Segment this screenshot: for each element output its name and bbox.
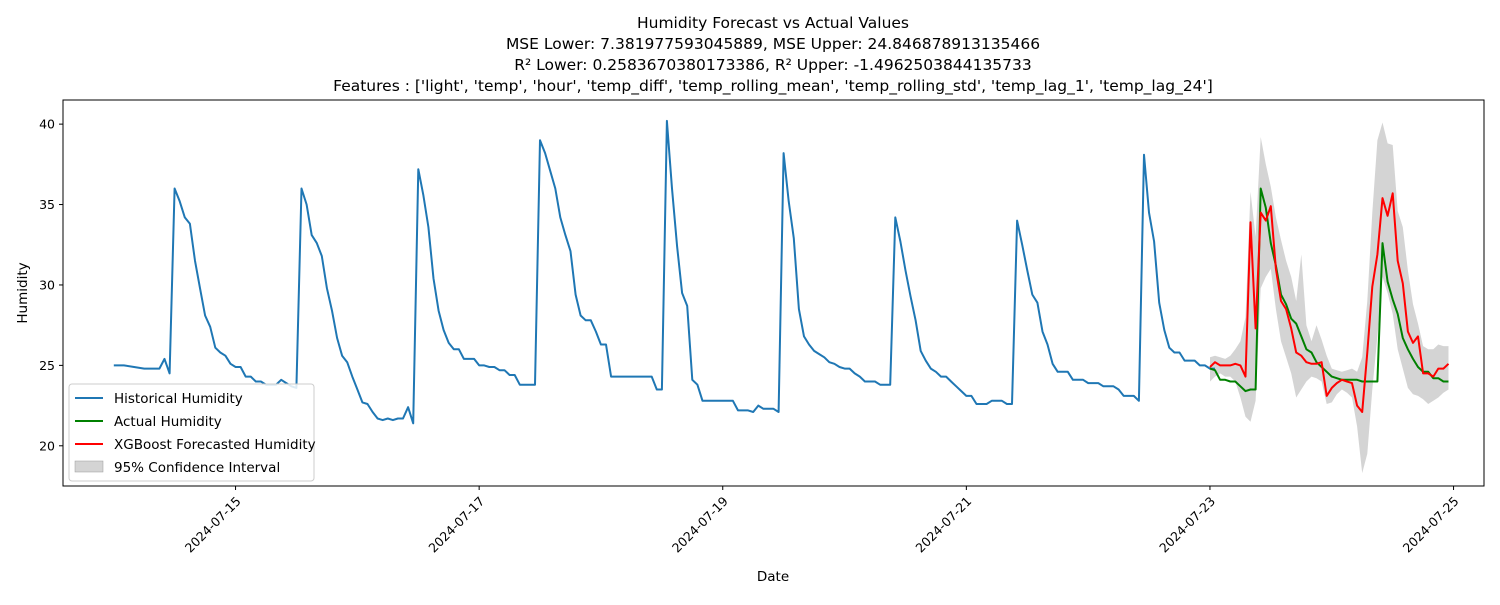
historical-humidity-line [113, 119, 1215, 425]
legend-label-forecast: XGBoost Forecasted Humidity [114, 437, 316, 453]
legend-label-actual: Actual Humidity [114, 414, 222, 430]
x-tick-label: 2024-07-23 [1156, 494, 1218, 556]
y-tick-label: 25 [39, 358, 55, 373]
y-tick-label: 30 [39, 277, 55, 292]
title-line-4: Features : ['light', 'temp', 'hour', 'te… [333, 77, 1213, 96]
y-tick-label: 40 [39, 117, 55, 132]
confidence-interval-band [1210, 122, 1449, 474]
legend: Historical Humidity Actual Humidity XGBo… [68, 383, 316, 482]
legend-label-confidence-interval: 95% Confidence Interval [114, 460, 280, 476]
x-tick-label: 2024-07-17 [425, 494, 487, 556]
plot-frame [62, 99, 1485, 487]
x-axis-ticks: 2024-07-15 2024-07-17 2024-07-19 2024-07-21… [182, 486, 1462, 555]
actual-humidity-line [1209, 187, 1449, 393]
x-tick-label: 2024-07-19 [669, 493, 731, 555]
legend-box [68, 383, 315, 482]
title-line-2: MSE Lower: 7.381977593045889, MSE Upper:… [506, 35, 1040, 53]
x-axis-label: Date [757, 569, 789, 585]
forecast-humidity-line [1209, 192, 1450, 413]
y-axis-label: Humidity [15, 262, 31, 323]
confidence-interval-layer [1210, 122, 1449, 474]
x-tick-label: 2024-07-25 [1400, 494, 1462, 556]
x-tick-label: 2024-07-21 [912, 494, 974, 556]
legend-label-historical: Historical Humidity [114, 391, 243, 407]
y-tick-label: 35 [39, 197, 55, 212]
chart-title: Humidity Forecast vs Actual Values MSE L… [333, 14, 1213, 96]
y-axis-ticks: 20 25 30 35 40 [39, 117, 63, 453]
legend-swatch-confidence-interval [74, 460, 104, 473]
title-line-1: Humidity Forecast vs Actual Values [637, 14, 909, 32]
series-layer [113, 119, 1450, 425]
x-tick-label: 2024-07-15 [182, 494, 244, 556]
title-line-3: R² Lower: 0.2583670380173386, R² Upper: … [514, 56, 1032, 74]
y-tick-label: 20 [39, 438, 55, 453]
